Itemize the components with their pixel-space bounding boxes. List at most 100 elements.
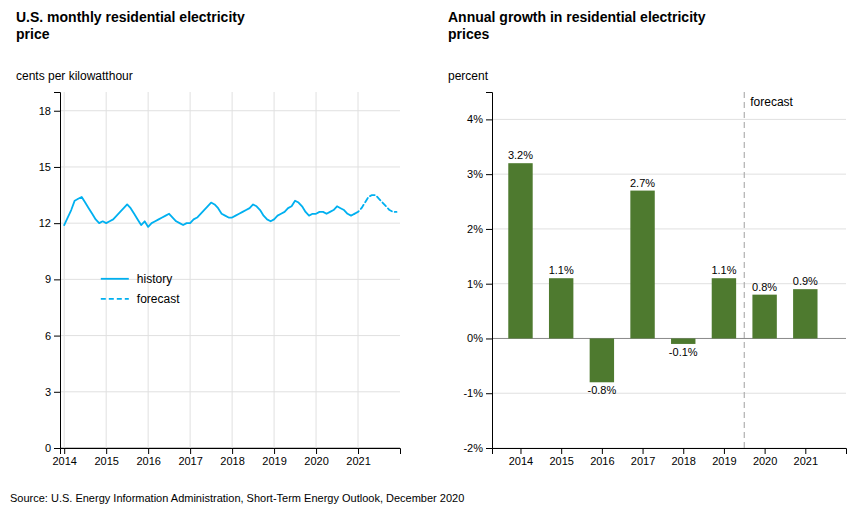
y-tick-label: 2% xyxy=(467,223,483,235)
y-tick-label: -1% xyxy=(463,387,483,399)
x-tick-label: 2019 xyxy=(712,455,736,467)
data-label: 1.1% xyxy=(711,264,736,276)
x-tick-mark xyxy=(148,448,149,454)
x-tick-mark xyxy=(520,448,521,454)
grid-line-x xyxy=(274,92,275,448)
y-axis-label: cents per kilowatthour xyxy=(16,69,133,83)
grid-line-y xyxy=(60,391,400,392)
x-tick-mark xyxy=(358,448,359,454)
reference-label: forecast xyxy=(750,95,793,109)
bar xyxy=(549,278,573,338)
grid-line-y xyxy=(492,174,846,175)
y-tick-mark xyxy=(54,111,60,112)
x-tick-label: 2017 xyxy=(178,455,202,467)
x-tick-label: 2019 xyxy=(262,455,286,467)
y-tick-label: 12 xyxy=(39,217,51,229)
grid-line-y xyxy=(60,110,400,111)
y-tick-label: 0% xyxy=(467,332,483,344)
x-tick-label: 2018 xyxy=(671,455,695,467)
x-tick-mark xyxy=(64,448,65,454)
bar xyxy=(752,295,776,339)
chart-panel: 2014201520162017201820192020202103691215… xyxy=(16,9,401,467)
y-tick-label: -2% xyxy=(463,442,483,454)
grid xyxy=(492,119,846,448)
data-label: -0.8% xyxy=(587,384,616,396)
y-tick: -2% xyxy=(463,442,492,454)
y-tick-label: 9 xyxy=(45,273,51,285)
legend-swatch xyxy=(101,278,129,280)
x-tick-label: 2015 xyxy=(549,455,573,467)
y-tick-mark xyxy=(54,448,60,449)
grid-line-y xyxy=(492,393,846,394)
source-note: Source: U.S. Energy Information Administ… xyxy=(10,492,464,504)
chart-title-line: prices xyxy=(448,26,489,42)
x-axis-line xyxy=(493,449,847,455)
grid-line-y xyxy=(492,228,846,229)
data-label: 0.9% xyxy=(793,275,818,287)
marks xyxy=(64,195,396,227)
line-series xyxy=(355,195,397,214)
y-tick-mark xyxy=(486,284,492,285)
y-tick: 3 xyxy=(45,386,60,398)
x-axis: 20142015201620172018201920202021 xyxy=(52,448,400,467)
chart-title-line: U.S. monthly residential electricity xyxy=(16,9,245,25)
x-tick: 2020 xyxy=(753,448,777,467)
x-tick-mark xyxy=(602,448,603,454)
x-tick: 2020 xyxy=(304,448,328,467)
y-tick-label: 4% xyxy=(467,113,483,125)
grid-line-y xyxy=(492,338,846,339)
x-tick-label: 2020 xyxy=(304,455,328,467)
chart-title-line: Annual growth in residential electricity xyxy=(448,9,706,25)
legend-item: forecast xyxy=(101,292,180,306)
x-tick-label: 2017 xyxy=(631,455,655,467)
y-tick: 12 xyxy=(39,217,60,229)
x-tick: 2016 xyxy=(590,448,614,467)
y-tick-mark xyxy=(486,393,492,394)
y-tick-label: 3% xyxy=(467,168,483,180)
y-tick-label: 15 xyxy=(39,161,51,173)
x-tick: 2014 xyxy=(509,448,533,467)
x-tick: 2016 xyxy=(136,448,160,467)
x-tick-mark xyxy=(805,448,806,454)
x-tick-mark xyxy=(683,448,684,454)
legend: history forecast xyxy=(101,272,180,306)
bar xyxy=(671,338,695,343)
bar xyxy=(590,338,614,382)
y-tick: 1% xyxy=(467,278,492,290)
legend-item: history xyxy=(101,272,172,286)
y-tick: 0 xyxy=(45,442,60,454)
y-tick-mark xyxy=(54,392,60,393)
x-tick-mark xyxy=(724,448,725,454)
y-tick: 4% xyxy=(467,113,492,125)
grid-line-y xyxy=(60,223,400,224)
grid xyxy=(60,92,400,448)
x-tick-mark xyxy=(232,448,233,454)
y-tick-label: 1% xyxy=(467,278,483,290)
x-tick: 2018 xyxy=(220,448,244,467)
bar xyxy=(793,289,817,338)
x-tick: 2017 xyxy=(178,448,202,467)
x-tick-label: 2016 xyxy=(590,455,614,467)
grid-line-x xyxy=(106,92,107,448)
y-axis-line xyxy=(54,93,61,449)
x-tick-mark xyxy=(106,448,107,454)
y-tick-mark xyxy=(486,174,492,175)
x-tick-label: 2014 xyxy=(52,455,76,467)
grid-line-x xyxy=(358,92,359,448)
y-tick-mark xyxy=(486,338,492,339)
y-tick-mark xyxy=(54,167,60,168)
x-tick-label: 2015 xyxy=(94,455,118,467)
x-axis-line xyxy=(61,449,401,455)
y-tick: 18 xyxy=(39,105,60,117)
y-tick-label: 0 xyxy=(45,442,51,454)
y-tick: 6 xyxy=(45,330,60,342)
x-tick: 2019 xyxy=(262,448,286,467)
x-tick: 2015 xyxy=(94,448,118,467)
x-tick: 2015 xyxy=(549,448,573,467)
y-tick: 2% xyxy=(467,223,492,235)
x-tick: 2014 xyxy=(52,448,76,467)
line-series xyxy=(64,197,354,227)
y-tick-mark xyxy=(486,229,492,230)
data-label: 0.8% xyxy=(752,281,777,293)
x-tick: 2017 xyxy=(631,448,655,467)
